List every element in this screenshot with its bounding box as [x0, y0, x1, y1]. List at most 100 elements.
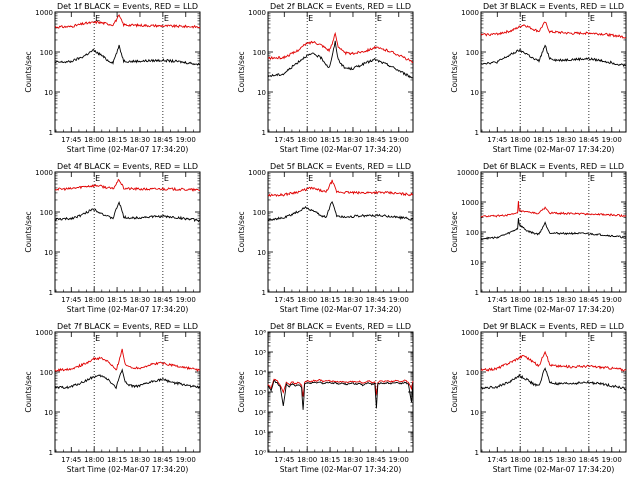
y-axis-label: Counts/sec [237, 371, 246, 412]
x-tick-label: 19:00 [389, 296, 409, 304]
y-tick-label: 10 [470, 409, 479, 417]
panel-title: Det 5f BLACK = Events, RED = LLD [270, 162, 411, 171]
y-tick-label: 1000 [248, 169, 266, 177]
x-tick-label: 19:00 [176, 296, 196, 304]
x-tick-label: 18:00 [297, 296, 317, 304]
events-series-line [267, 379, 414, 410]
x-tick-label: 18:45 [366, 136, 386, 144]
x-tick-label: 18:45 [153, 296, 173, 304]
x-tick-label: 19:00 [602, 456, 622, 464]
event-marker-label: E [308, 14, 313, 23]
plot-frame [480, 171, 627, 293]
detector-panel-7: Det 7f BLACK = Events, RED = LLD E E 1 10 100… [24, 322, 201, 474]
detector-panel-3: Det 3f BLACK = Events, RED = LLD E E 1 10 100… [450, 2, 627, 154]
y-tick-label: 10¹ [254, 429, 266, 437]
y-axis-label: Counts/sec [24, 371, 33, 412]
lld-series-line [267, 378, 414, 397]
y-tick-label: 10⁴ [254, 369, 266, 377]
lld-series-line [480, 21, 627, 39]
x-tick-label: 18:00 [510, 136, 530, 144]
y-tick-label: 10000 [457, 169, 479, 177]
plot-frame [54, 331, 201, 453]
plot-frame [267, 331, 414, 453]
x-tick-label: 18:30 [343, 456, 363, 464]
events-series-line [54, 44, 201, 66]
event-marker-label: E [164, 14, 169, 23]
x-tick-label: 18:15 [107, 456, 127, 464]
plot-frame [480, 11, 627, 133]
events-series-line [54, 201, 201, 223]
y-tick-label: 1 [49, 449, 53, 457]
detector-panel-4: Det 4f BLACK = Events, RED = LLD E E 1 10 100… [24, 162, 201, 314]
x-tick-label: 18:45 [366, 296, 386, 304]
x-tick-label: 18:30 [556, 456, 576, 464]
y-tick-label: 1000 [35, 169, 53, 177]
x-tick-label: 18:15 [107, 296, 127, 304]
y-tick-label: 10 [44, 249, 53, 257]
x-tick-label: 19:00 [389, 136, 409, 144]
x-tick-label: 18:00 [297, 136, 317, 144]
x-tick-label: 18:30 [130, 136, 150, 144]
x-tick-label: 18:15 [533, 456, 553, 464]
y-axis-label: Counts/sec [237, 211, 246, 252]
y-tick-label: 100 [40, 209, 53, 217]
x-tick-label: 18:30 [343, 136, 363, 144]
x-tick-label: 18:00 [84, 296, 104, 304]
x-axis-label: Start Time (02-Mar-07 17:34:20) [67, 305, 189, 314]
detector-panel-5: Det 5f BLACK = Events, RED = LLD E E 1 10 100… [237, 162, 414, 314]
y-axis-label: Counts/sec [24, 51, 33, 92]
x-tick-label: 19:00 [389, 456, 409, 464]
y-tick-label: 1 [475, 449, 479, 457]
panel-title: Det 9f BLACK = Events, RED = LLD [483, 322, 624, 331]
y-tick-label: 10³ [254, 389, 266, 397]
lld-series-line [54, 178, 201, 192]
y-tick-label: 100 [466, 229, 479, 237]
event-marker-label: E [95, 14, 100, 23]
x-tick-label: 18:45 [153, 456, 173, 464]
detector-panel-9: Det 9f BLACK = Events, RED = LLD E E 1 10 100… [450, 322, 627, 474]
y-tick-label: 1000 [248, 9, 266, 17]
y-tick-label: 100 [253, 209, 266, 217]
event-marker-label: E [377, 174, 382, 183]
x-tick-label: 19:00 [602, 296, 622, 304]
event-marker-label: E [308, 334, 313, 343]
y-tick-label: 10⁶ [254, 329, 266, 337]
y-tick-label: 10² [254, 409, 266, 417]
x-tick-label: 19:00 [602, 136, 622, 144]
detector-panel-2: Det 2f BLACK = Events, RED = LLD E E 1 10 100… [237, 2, 414, 154]
event-marker-label: E [377, 14, 382, 23]
x-tick-label: 18:30 [130, 296, 150, 304]
x-axis-label: Start Time (02-Mar-07 17:34:20) [67, 465, 189, 474]
y-tick-label: 10 [257, 89, 266, 97]
y-axis-label: Counts/sec [237, 51, 246, 92]
event-marker-label: E [95, 334, 100, 343]
y-tick-label: 10⁰ [254, 449, 266, 457]
y-tick-label: 100 [466, 49, 479, 57]
y-tick-label: 1000 [35, 9, 53, 17]
x-tick-label: 17:45 [274, 456, 294, 464]
x-tick-label: 18:45 [579, 296, 599, 304]
x-tick-label: 17:45 [61, 136, 81, 144]
event-marker-label: E [590, 174, 595, 183]
y-tick-label: 100 [253, 49, 266, 57]
y-tick-label: 1 [49, 289, 53, 297]
y-tick-label: 10 [470, 89, 479, 97]
x-tick-label: 18:15 [107, 136, 127, 144]
x-tick-label: 18:45 [579, 136, 599, 144]
detector-panel-8: Det 8f BLACK = Events, RED = LLD E E 10⁰ 10¹… [237, 322, 414, 474]
event-marker-label: E [95, 174, 100, 183]
y-tick-label: 1 [262, 129, 266, 137]
panel-title: Det 6f BLACK = Events, RED = LLD [483, 162, 624, 171]
detector-panel-6: Det 6f BLACK = Events, RED = LLD E E 1 10 100… [450, 162, 627, 314]
events-series-line [267, 200, 414, 222]
lld-series-line [267, 179, 413, 198]
event-marker-label: E [308, 174, 313, 183]
x-tick-label: 19:00 [176, 456, 196, 464]
y-tick-label: 10⁵ [254, 349, 266, 357]
x-tick-label: 17:45 [487, 136, 507, 144]
y-tick-label: 10 [44, 89, 53, 97]
x-tick-label: 17:45 [274, 296, 294, 304]
x-tick-label: 18:00 [510, 296, 530, 304]
x-tick-label: 17:45 [487, 456, 507, 464]
